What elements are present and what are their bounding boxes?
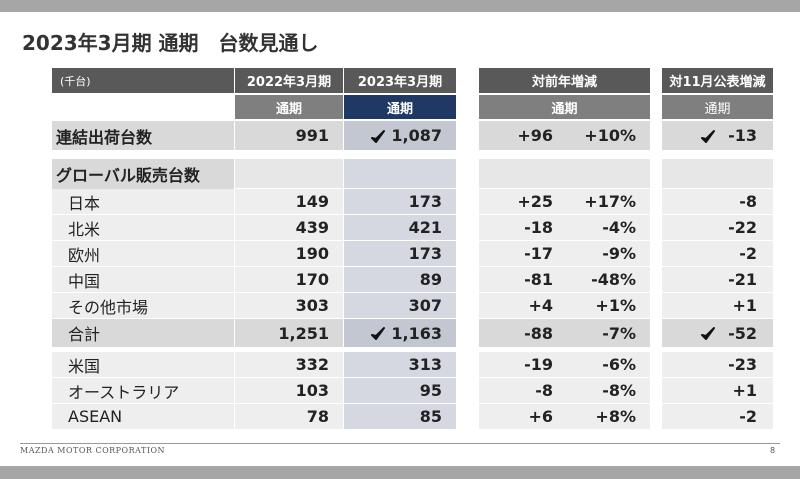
diff-value: +6: [479, 404, 565, 429]
diff-november: -13: [662, 121, 773, 150]
value-2023: 173: [344, 189, 456, 214]
diff-percent: -48%: [565, 267, 650, 292]
header-diff: 対前年増減: [479, 68, 650, 93]
value-2022: 78: [235, 404, 343, 429]
diff-value: +25: [479, 189, 565, 214]
footer-company: MAZDA MOTOR CORPORATION: [20, 445, 166, 455]
diff-value: +96: [479, 121, 565, 150]
diff-value: -88: [479, 319, 565, 347]
row-label: 欧州: [52, 241, 234, 266]
value-2022: 439: [235, 215, 343, 240]
diff-november: -2: [662, 404, 773, 429]
top-bar: [0, 0, 800, 12]
diff-percent: +1%: [565, 293, 650, 318]
value-2023: 1,087: [344, 121, 456, 150]
diff-november: -22: [662, 215, 773, 240]
diff-percent: -4%: [565, 215, 650, 240]
section-blank: [235, 159, 343, 188]
section-blank: [662, 159, 773, 188]
diff-november: -23: [662, 352, 773, 377]
footer-line: [20, 443, 780, 444]
diff-percent: -9%: [565, 241, 650, 266]
diff-november: -52: [662, 319, 773, 347]
check-icon: [371, 327, 385, 340]
row-label: 米国: [52, 352, 234, 377]
value-2022: 1,251: [235, 319, 343, 347]
value-2023: 421: [344, 215, 456, 240]
value-2022: 332: [235, 352, 343, 377]
subheader-nov: 通期: [662, 95, 773, 119]
diff-percent: +17%: [565, 189, 650, 214]
diff-value: -19: [479, 352, 565, 377]
diff-value: -8: [479, 378, 565, 403]
diff-value: -18: [479, 215, 565, 240]
diff-percent: -7%: [565, 319, 650, 347]
header-2022: 2022年3月期: [235, 68, 343, 93]
diff-percent: +10%: [565, 121, 650, 150]
page-number: 8: [770, 445, 776, 455]
value-2022: 991: [235, 121, 343, 150]
check-icon: [371, 129, 385, 143]
section-header: グローバル販売台数: [52, 159, 234, 189]
value-2022: 190: [235, 241, 343, 266]
value-2023: 173: [344, 241, 456, 266]
header-nov: 対11月公表増減: [662, 68, 773, 93]
diff-november: -2: [662, 241, 773, 266]
row-label: その他市場: [52, 293, 234, 318]
row-label: 合計: [52, 319, 234, 347]
value-2022: 303: [235, 293, 343, 318]
value-2023: 95: [344, 378, 456, 403]
check-icon: [701, 327, 715, 340]
header-unit: (千台): [52, 68, 234, 93]
row-label: ASEAN: [52, 404, 234, 429]
diff-november: +1: [662, 378, 773, 403]
value-2022: 103: [235, 378, 343, 403]
header-2023: 2023年3月期: [344, 68, 456, 93]
row-label: オーストラリア: [52, 378, 234, 403]
diff-november: -21: [662, 267, 773, 292]
diff-value: -81: [479, 267, 565, 292]
diff-november: -8: [662, 189, 773, 214]
subheader-diff: 通期: [479, 95, 650, 119]
value-2022: 149: [235, 189, 343, 214]
value-2023: 1,163: [344, 319, 456, 347]
diff-percent: -6%: [565, 352, 650, 377]
value-2023: 307: [344, 293, 456, 318]
row-label: 中国: [52, 267, 234, 292]
diff-value: +4: [479, 293, 565, 318]
diff-value: -17: [479, 241, 565, 266]
check-icon: [701, 129, 715, 143]
section-blank: [344, 159, 456, 188]
section-blank: [479, 159, 650, 188]
value-2022: 170: [235, 267, 343, 292]
value-2023: 85: [344, 404, 456, 429]
row-label: 連結出荷台数: [52, 121, 234, 150]
diff-percent: -8%: [565, 378, 650, 403]
row-label: 北米: [52, 215, 234, 240]
bottom-bar: [0, 466, 800, 479]
slide-title: 2023年3月期 通期 台数見通し: [22, 30, 319, 55]
subheader-2022: 通期: [235, 95, 343, 119]
diff-november: +1: [662, 293, 773, 318]
diff-percent: +8%: [565, 404, 650, 429]
value-2023: 313: [344, 352, 456, 377]
value-2023: 89: [344, 267, 456, 292]
subheader-2023: 通期: [344, 95, 456, 119]
row-label: 日本: [52, 189, 234, 214]
